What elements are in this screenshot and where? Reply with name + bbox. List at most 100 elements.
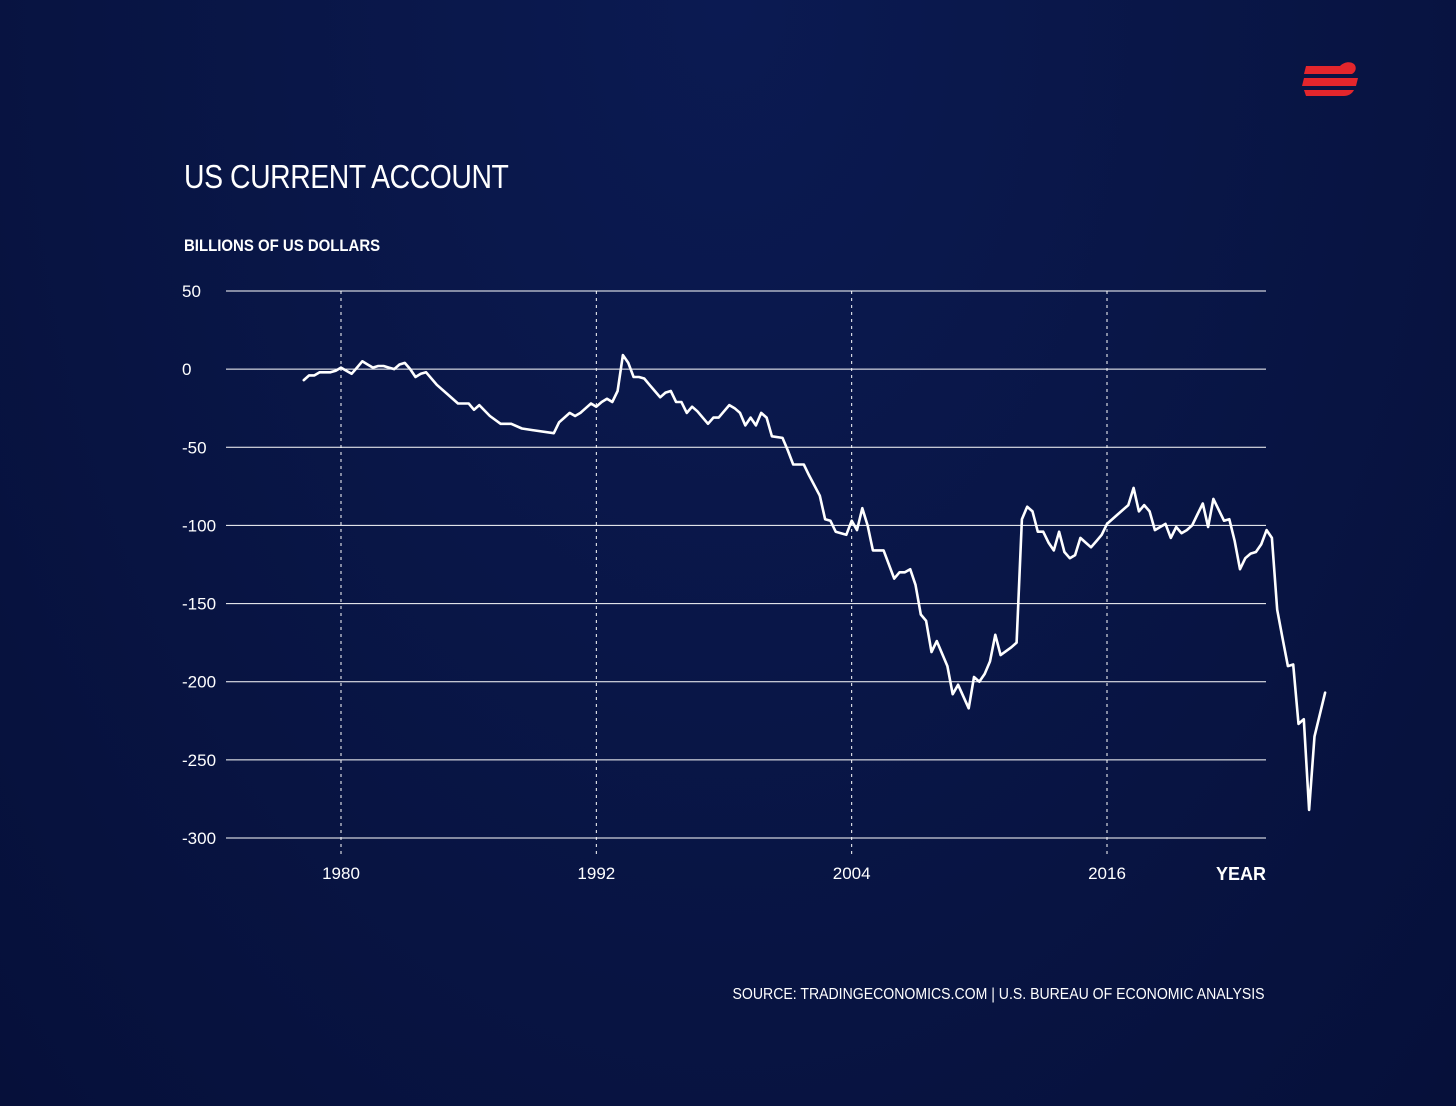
data-point [499,422,502,425]
data-point [978,680,981,683]
y-tick-labels: 50 0 -50 -100 -150 -200 -250 -300 [182,282,216,848]
data-point [1031,510,1034,513]
data-point [770,435,773,438]
data-point [845,533,848,536]
data-point [1148,510,1151,513]
data-point [664,391,667,394]
data-point [754,424,757,427]
data-point [680,401,683,403]
data-point [1175,526,1178,528]
data-point [558,421,561,424]
data-point [856,529,858,532]
data-point [637,376,640,378]
data-point [595,405,598,408]
data-point [1047,541,1050,544]
chart-title: US CURRENT ACCOUNT [184,158,509,195]
data-point [1308,808,1311,811]
data-point [324,371,326,374]
brand-logo-top-stripe [1304,62,1356,74]
data-point [866,524,869,527]
data-point [691,405,694,408]
data-point [786,449,789,452]
data-point [1254,551,1257,553]
data-point [621,354,624,357]
data-point [1201,502,1204,505]
data-point [1068,557,1071,560]
data-point [808,474,811,477]
data-point [898,571,901,574]
data-point [584,407,587,410]
data-point [1042,530,1045,533]
data-point [1020,518,1023,521]
data-point [1143,504,1146,507]
data-point [1169,536,1172,539]
data-point [350,372,353,375]
source-note: SOURCE: TRADINGECONOMICS.COM | U.S. BURE… [733,986,1265,1003]
data-point [1196,513,1199,516]
data-point [318,371,321,374]
data-point [616,390,619,392]
data-point [488,415,491,417]
data-point [1212,497,1215,500]
data-point [999,654,1002,657]
data-point [334,369,337,372]
data-point [781,436,784,439]
data-point [1132,486,1135,489]
data-point [871,549,874,552]
data-point [552,432,555,435]
data-point [1153,529,1156,532]
vertical-gridlines [340,291,1108,854]
data-point [1281,637,1284,639]
data-point [1058,530,1061,533]
data-point [728,404,731,407]
data-point [1292,663,1295,666]
x-axis-label: YEAR [1216,864,1266,884]
data-point [1313,735,1316,738]
data-point [1223,519,1225,522]
data-point [1286,665,1289,668]
data-point [457,402,459,405]
data-point [606,397,608,400]
data-point [425,371,428,374]
data-point [1137,510,1140,513]
data-point [403,361,406,364]
data-point [760,411,763,414]
data-point [1260,543,1263,546]
data-point [1074,554,1077,557]
y-tick-label: -200 [182,673,216,692]
data-point [302,379,305,382]
x-tick-label: 2004 [833,864,871,883]
x-tick-labels: 1980 1992 2004 2016 [322,864,1126,883]
data-point [563,416,566,419]
data-point [1106,522,1108,525]
data-point [717,416,720,419]
y-axis-label: BILLIONS OF US DOLLARS [184,236,381,255]
data-point [659,396,662,399]
data-point [909,568,912,571]
data-point [409,368,412,371]
data-point [1244,557,1247,560]
data-point [1084,541,1087,544]
data-point [1079,536,1082,539]
data-point [951,693,954,696]
data-point [983,672,986,675]
y-tick-label: -300 [182,829,216,848]
data-point [1052,549,1055,552]
data-point [648,383,651,386]
data-point [414,376,417,378]
data-point [531,429,534,432]
data-point [345,369,348,372]
y-tick-label: 0 [182,360,191,379]
data-point [1324,691,1327,694]
y-tick-label: -150 [182,595,216,614]
data-point [1276,608,1279,611]
x-tick-label: 1992 [577,864,615,883]
data-point [1095,540,1098,543]
data-point [590,402,592,405]
y-tick-label: -100 [182,516,216,535]
data-point [473,408,475,411]
data-point [1302,718,1305,721]
x-tick-label: 1980 [322,864,360,883]
data-point [446,393,449,396]
data-point [1090,546,1092,549]
